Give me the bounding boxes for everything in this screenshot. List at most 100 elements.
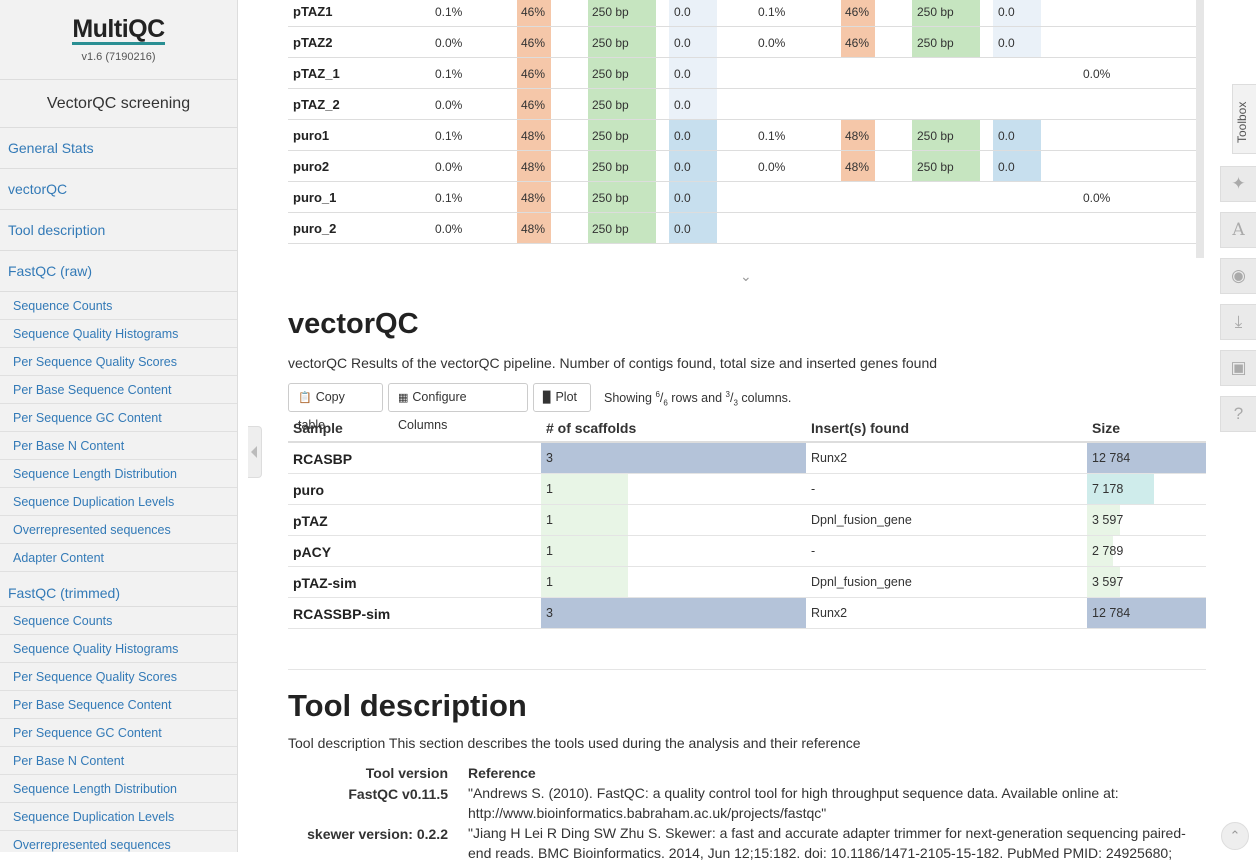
table-cell: 0.1% — [435, 191, 463, 205]
cell-bar — [993, 27, 1041, 57]
table-cell: 250 bp — [592, 222, 629, 236]
table-cell: 0.0 — [674, 36, 691, 50]
table-cell: 0.0 — [674, 222, 691, 236]
sidebar-subitem[interactable]: Sequence Length Distribution — [0, 775, 237, 803]
general-stats-table: pTAZ1 0.1% 46% 250 bp 0.0 0.1% 46% 250 bp 0.0 pTA… — [288, 0, 1196, 244]
pin-icon[interactable]: ✦ — [1220, 166, 1256, 202]
scaffolds-value: 3 — [546, 606, 553, 620]
sidebar-subitem[interactable]: Sequence Quality Histograms — [0, 635, 237, 663]
cell-bar — [912, 120, 980, 150]
nav-general-stats[interactable]: General Stats — [0, 128, 237, 169]
table-cell: 250 bp — [592, 67, 629, 81]
sidebar-subitem[interactable]: Per Sequence GC Content — [0, 719, 237, 747]
sidebar-subitem[interactable]: Overrepresented sequences — [0, 831, 237, 852]
table-cell: 0.0 — [674, 67, 691, 81]
sidebar-subitem[interactable]: Per Base Sequence Content — [0, 376, 237, 404]
table-cell: 250 bp — [592, 129, 629, 143]
table-cell: 0.0% — [435, 160, 463, 174]
cell-bar — [588, 151, 656, 181]
sidebar-subitem[interactable]: Sequence Length Distribution — [0, 460, 237, 488]
multiqc-logo[interactable]: MultiQC v1.6 (7190216) — [0, 0, 237, 80]
sidebar-subitem[interactable]: Per Sequence Quality Scores — [0, 348, 237, 376]
plot-button[interactable]: ▉ Plot — [533, 383, 591, 412]
table-cell: 0.0 — [674, 98, 691, 112]
cell-bar — [588, 120, 656, 150]
nav-tool-description[interactable]: Tool description — [0, 210, 237, 251]
sidebar-subitem[interactable]: Overrepresented sequences — [0, 516, 237, 544]
cell-bar — [669, 27, 717, 57]
inserts-value: Runx2 — [811, 606, 848, 620]
save-icon[interactable]: ▣ — [1220, 350, 1256, 386]
download-icon[interactable]: ⤓ — [1220, 304, 1256, 340]
table-cell: 0.0 — [674, 5, 691, 19]
sidebar-subitem[interactable]: Sequence Counts — [0, 607, 237, 635]
cell-bar — [588, 89, 656, 119]
cell-bar — [517, 0, 551, 26]
table-cell: 48% — [521, 129, 546, 143]
nav-fastqc-trimmed[interactable]: FastQC (trimmed) — [0, 572, 237, 607]
col-header-inserts[interactable]: Insert(s) found — [811, 420, 909, 436]
table-cell: 0.1% — [758, 5, 786, 19]
help-icon[interactable]: ? — [1220, 396, 1256, 432]
cell-bar — [841, 120, 875, 150]
tool-description-text: Tool description This section describes … — [288, 735, 861, 751]
scroll-to-top-button[interactable]: ⌃ — [1221, 822, 1249, 850]
sidebar-subitem[interactable]: Per Sequence Quality Scores — [0, 663, 237, 691]
table-cell: 46% — [845, 36, 870, 50]
cell-bar — [588, 182, 656, 212]
table-row: pTAZ2 0.0% 46% 250 bp 0.0 0.0% 46% 250 bp 0.0 — [288, 27, 1196, 58]
size-value: 7 178 — [1092, 482, 1124, 496]
copy-table-button[interactable]: 📋 Copy table — [288, 383, 383, 432]
sidebar-subitem[interactable]: Sequence Duplication Levels — [0, 803, 237, 831]
table-cell: 250 bp — [917, 36, 954, 50]
table-scrollbar[interactable] — [1196, 0, 1204, 258]
sidebar-subitem[interactable]: Sequence Quality Histograms — [0, 320, 237, 348]
sidebar-subitem[interactable]: Per Base Sequence Content — [0, 691, 237, 719]
scaffolds-value: 1 — [546, 544, 553, 558]
cell-bar — [588, 213, 656, 243]
tool-description-heading: Tool description — [288, 688, 527, 723]
table-cell: 48% — [521, 222, 546, 236]
toolbox-tab[interactable]: Toolbox — [1232, 84, 1256, 154]
nav-vectorqc[interactable]: vectorQC — [0, 169, 237, 210]
table-cell: 48% — [521, 160, 546, 174]
sidebar-subitem[interactable]: Per Base N Content — [0, 747, 237, 775]
cell-bar — [993, 0, 1041, 26]
cell-bar — [517, 213, 551, 243]
table-cell: 0.0 — [998, 160, 1015, 174]
sidebar-subitem[interactable]: Per Base N Content — [0, 432, 237, 460]
size-bar — [1087, 567, 1120, 597]
table-cell: 0.0 — [674, 191, 691, 205]
table-showing-summary: Showing 6/6 rows and 3/3 columns. — [604, 390, 792, 408]
size-bar — [1087, 505, 1120, 535]
sample-name: pACY — [293, 544, 332, 560]
nav-fastqc-raw[interactable]: FastQC (raw) — [0, 251, 237, 292]
sidebar-subitem[interactable]: Adapter Content — [0, 544, 237, 572]
cell-bar — [517, 89, 551, 119]
configure-columns-button[interactable]: ▦ Configure Columns — [388, 383, 528, 432]
table-cell: 46% — [521, 98, 546, 112]
cell-bar — [669, 213, 717, 243]
sample-name: pTAZ2 — [293, 35, 333, 50]
vectorqc-description: vectorQC Results of the vectorQC pipelin… — [288, 355, 938, 371]
inserts-value: Dpnl_fusion_gene — [811, 575, 912, 589]
scaffolds-bar — [541, 474, 628, 504]
col-header-sample[interactable]: Sample — [293, 420, 343, 436]
sidebar-subitem[interactable]: Sequence Duplication Levels — [0, 488, 237, 516]
tool-version-fastqc: FastQC v0.11.5 — [348, 786, 448, 802]
eye-slash-icon[interactable]: ◉ — [1220, 258, 1256, 294]
sample-name: RCASSBP-sim — [293, 606, 391, 622]
col-header-scaffolds[interactable]: # of scaffolds — [546, 420, 637, 436]
size-bar — [1087, 536, 1113, 566]
table-cell: 250 bp — [917, 5, 954, 19]
sample-name: RCASBP — [293, 451, 353, 467]
sidebar-subitem[interactable]: Sequence Counts — [0, 292, 237, 320]
chevron-down-icon[interactable]: ⌄ — [740, 268, 752, 284]
cell-bar — [669, 0, 717, 26]
col-header-size[interactable]: Size — [1092, 420, 1121, 436]
sidebar-collapse-handle[interactable] — [248, 426, 262, 478]
scaffolds-value: 3 — [546, 451, 553, 465]
sidebar-subitem[interactable]: Per Sequence GC Content — [0, 404, 237, 432]
table-row: pTAZ 1 Dpnl_fusion_gene 3 597 — [288, 505, 1206, 536]
font-icon[interactable]: A — [1220, 212, 1256, 248]
